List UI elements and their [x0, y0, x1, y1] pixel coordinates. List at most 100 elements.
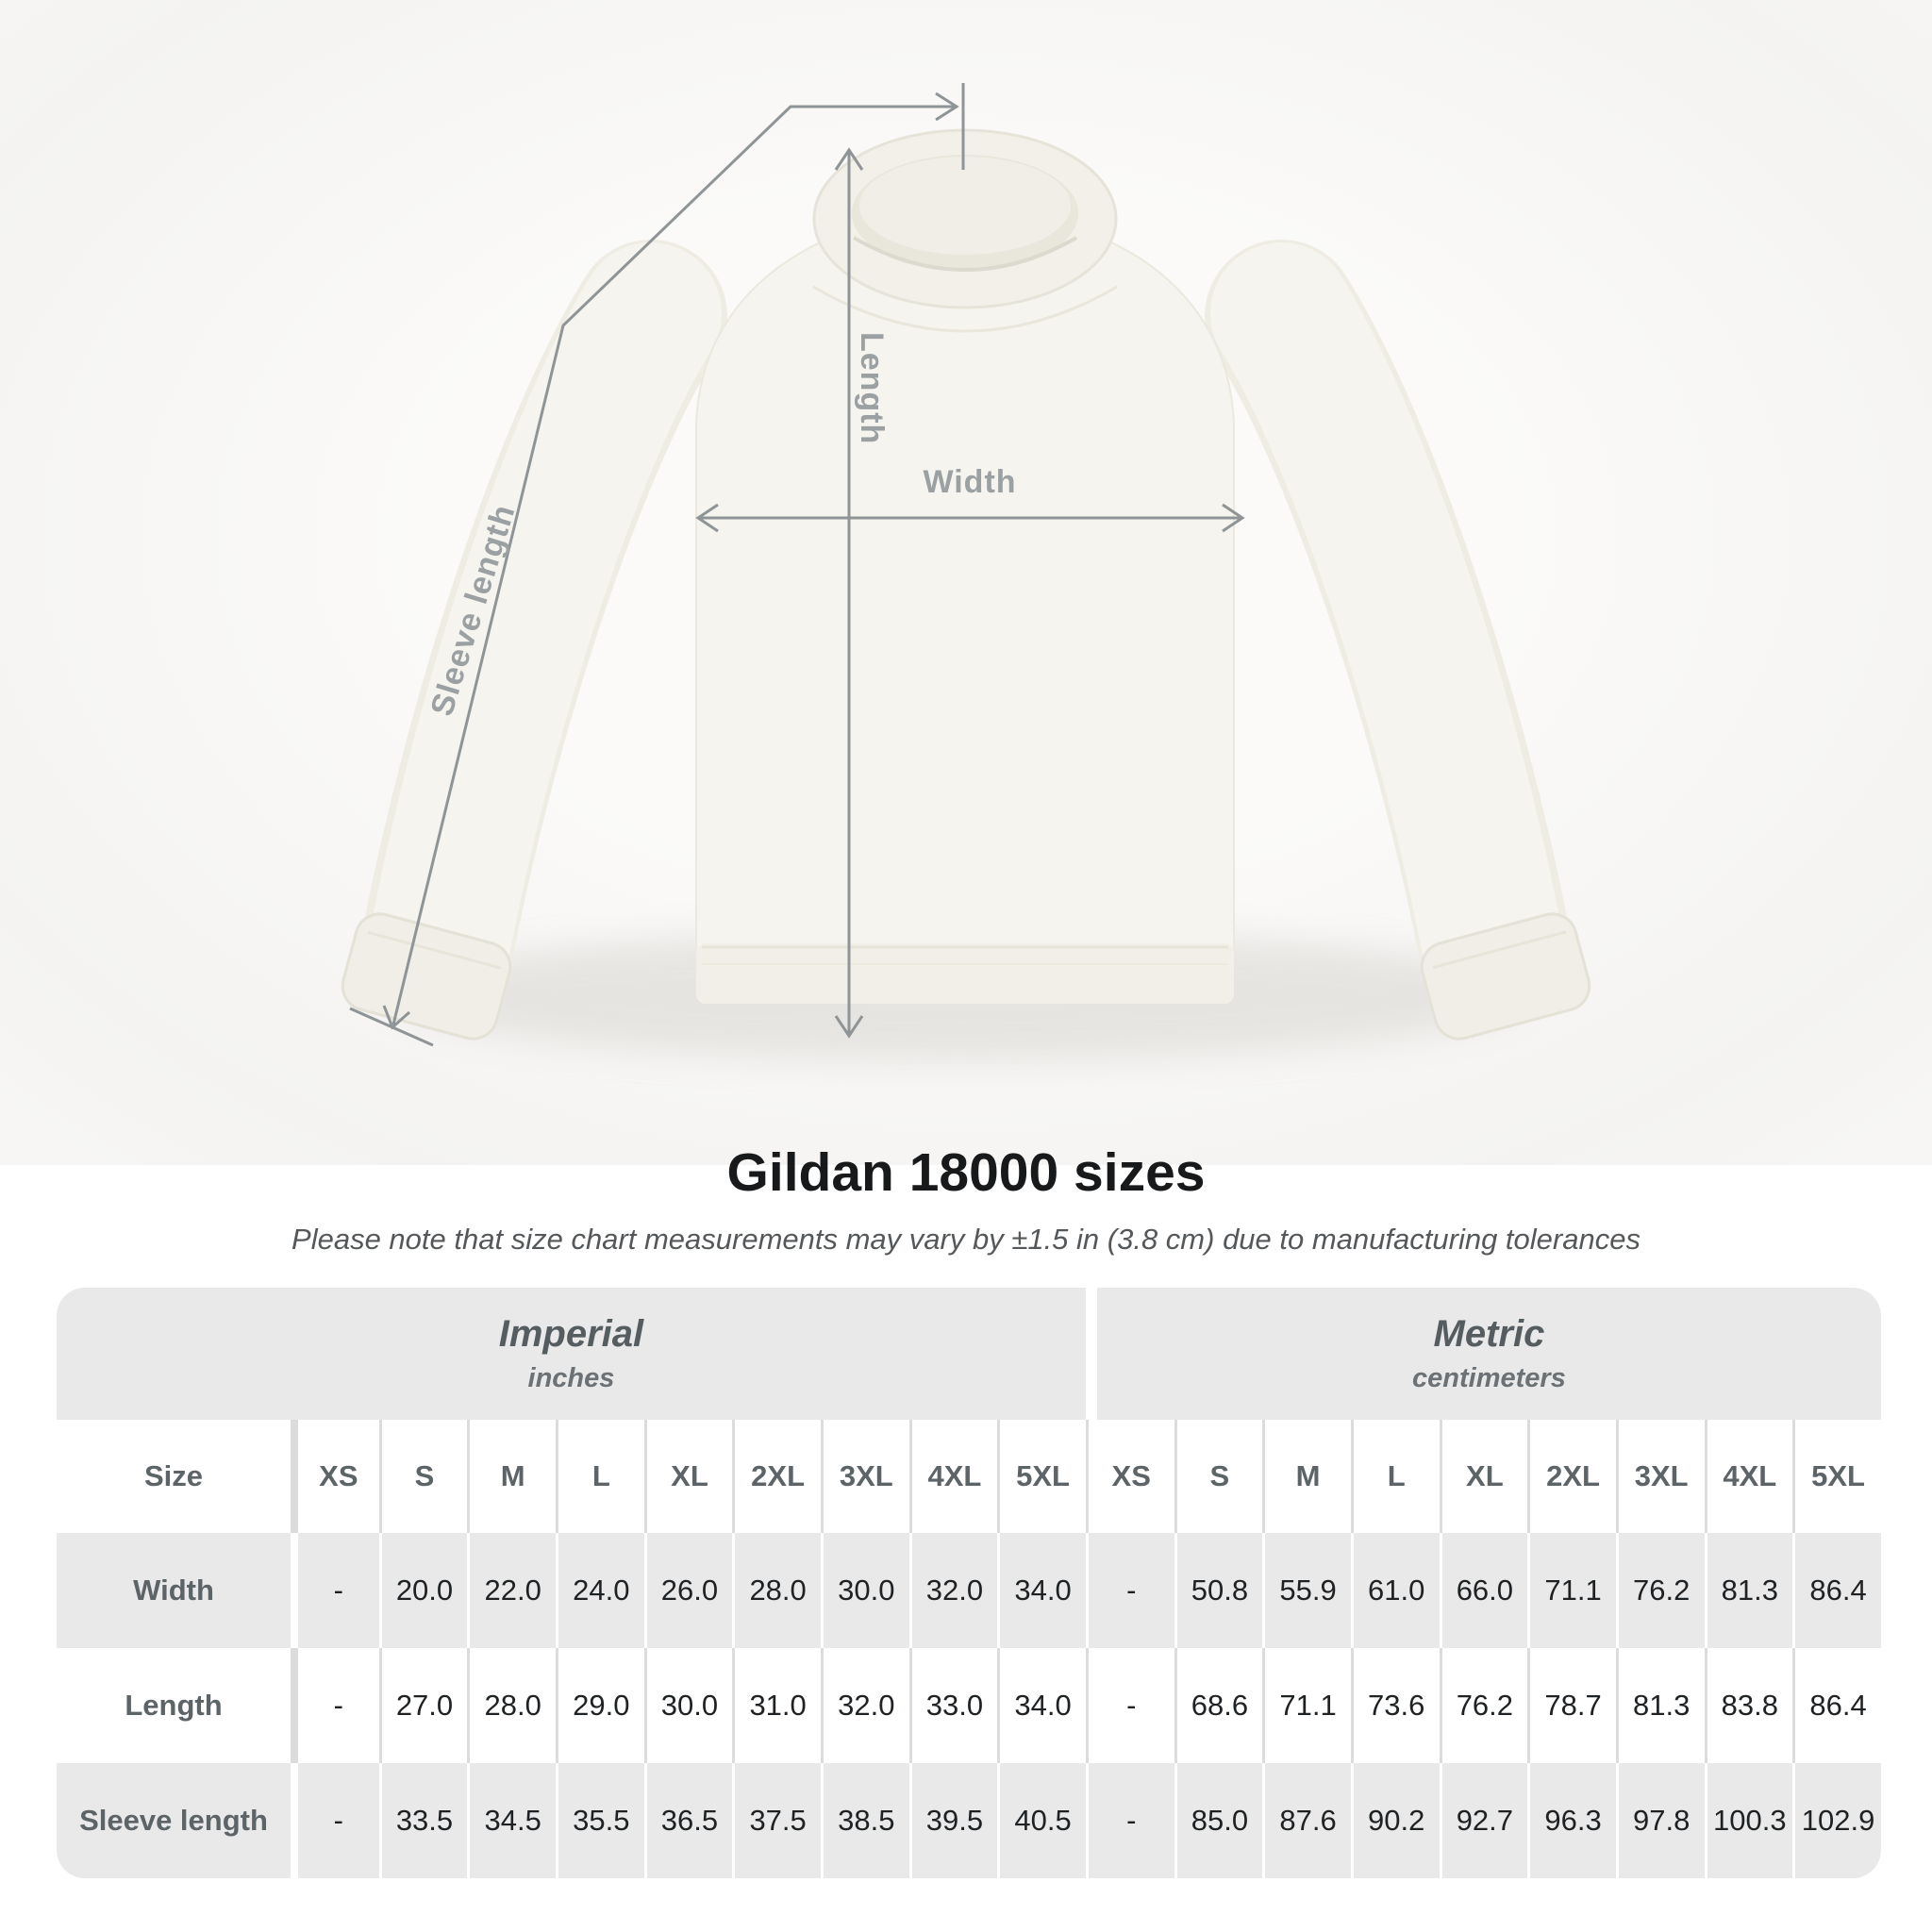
corner-label: Size [57, 1420, 291, 1533]
size-cell: 50.8 [1174, 1533, 1263, 1648]
size-cell: 83.8 [1704, 1648, 1793, 1763]
size-col-header: M [467, 1420, 556, 1533]
size-cell: 33.0 [908, 1648, 998, 1763]
heading-block: Gildan 18000 sizes Please note that size… [0, 1141, 1932, 1257]
size-col-header: 5XL [997, 1420, 1086, 1533]
width-arrow-right [1222, 503, 1245, 533]
size-cell: 96.3 [1527, 1763, 1616, 1878]
size-col-header: M [1262, 1420, 1351, 1533]
size-col-header: L [555, 1420, 644, 1533]
size-cell: 22.0 [467, 1533, 556, 1648]
size-cell: 20.0 [378, 1533, 468, 1648]
size-cell: 71.1 [1527, 1533, 1616, 1648]
sweatshirt-sleeves [362, 240, 1570, 1015]
size-cell: 38.5 [820, 1763, 909, 1878]
size-cell: 33.5 [378, 1763, 468, 1878]
sleeve-length-line [391, 105, 955, 1025]
size-cell: 61.0 [1350, 1533, 1440, 1648]
size-cell: 32.0 [820, 1648, 909, 1763]
size-cell: 30.0 [643, 1648, 733, 1763]
unit-group-row: Imperial inches Metric centimeters [57, 1288, 1881, 1420]
size-col-header: XL [1439, 1420, 1528, 1533]
size-cell: 81.3 [1615, 1648, 1705, 1763]
size-header-row: Size XS S M L XL 2XL 3XL 4XL 5XL XS S M … [57, 1420, 1881, 1533]
width-arrow-left [695, 503, 719, 533]
size-cell: 87.6 [1262, 1763, 1351, 1878]
row-label-length: Length [57, 1648, 291, 1763]
size-col-header: 4XL [1704, 1420, 1793, 1533]
size-cell: 27.0 [378, 1648, 468, 1763]
size-cell: 90.2 [1350, 1763, 1440, 1878]
size-cell: 100.3 [1704, 1763, 1793, 1878]
size-cell: 31.0 [732, 1648, 821, 1763]
size-cell: 34.0 [997, 1648, 1086, 1763]
size-cell: 85.0 [1174, 1763, 1263, 1878]
row-label-sleeve-length: Sleeve length [57, 1763, 291, 1878]
sweatshirt-cuff-right [1420, 912, 1591, 1041]
size-col-header: 4XL [908, 1420, 998, 1533]
size-cell: 76.2 [1615, 1533, 1705, 1648]
size-cell: 32.0 [908, 1533, 998, 1648]
size-col-header: L [1350, 1420, 1440, 1533]
size-cell: 68.6 [1174, 1648, 1263, 1763]
size-col-header: XS [291, 1420, 379, 1533]
size-cell: 76.2 [1439, 1648, 1528, 1763]
size-cell: - [1085, 1533, 1174, 1648]
size-cell: 97.8 [1615, 1763, 1705, 1878]
sweatshirt-measurement-diagram: Length Width Sleeve length [341, 83, 1591, 1061]
size-cell: 39.5 [908, 1763, 998, 1878]
metric-unit: centimeters [1412, 1363, 1566, 1393]
size-cell: 29.0 [555, 1648, 644, 1763]
size-cell: 81.3 [1704, 1533, 1793, 1648]
size-cell: 35.5 [555, 1763, 644, 1878]
size-cell: 92.7 [1439, 1763, 1528, 1878]
size-cell: 55.9 [1262, 1533, 1351, 1648]
metric-title: Metric [1433, 1313, 1545, 1355]
size-col-header: 3XL [820, 1420, 909, 1533]
size-cell: 28.0 [467, 1648, 556, 1763]
size-cell: 36.5 [643, 1763, 733, 1878]
imperial-band: Imperial inches [57, 1288, 1086, 1420]
length-row: Length - 27.0 28.0 29.0 30.0 31.0 32.0 3… [57, 1648, 1881, 1763]
size-table: Imperial inches Metric centimeters Size … [57, 1288, 1881, 1878]
size-cell: 73.6 [1350, 1648, 1440, 1763]
size-col-header: 2XL [1527, 1420, 1616, 1533]
size-cell: - [1085, 1763, 1174, 1878]
size-cell: 28.0 [732, 1533, 821, 1648]
size-cell: - [291, 1533, 379, 1648]
size-cell: 26.0 [643, 1533, 733, 1648]
imperial-title: Imperial [498, 1313, 644, 1355]
size-cell: 66.0 [1439, 1533, 1528, 1648]
size-col-header: XL [643, 1420, 733, 1533]
width-row: Width - 20.0 22.0 24.0 26.0 28.0 30.0 32… [57, 1533, 1881, 1648]
size-col-header: 5XL [1792, 1420, 1881, 1533]
length-arrow-down [834, 1015, 864, 1039]
width-label: Width [923, 464, 1016, 500]
size-cell: - [1085, 1648, 1174, 1763]
product-photo-area: Length Width Sleeve length [0, 0, 1932, 1165]
sleeve-length-row: Sleeve length - 33.5 34.5 35.5 36.5 37.5… [57, 1763, 1881, 1878]
size-cell: 102.9 [1792, 1763, 1881, 1878]
size-cell: 78.7 [1527, 1648, 1616, 1763]
size-cell: 37.5 [732, 1763, 821, 1878]
size-col-header: S [378, 1420, 468, 1533]
size-cell: - [291, 1763, 379, 1878]
sweatshirt-hem [696, 943, 1234, 1004]
size-cell: - [291, 1648, 379, 1763]
length-arrow-up [834, 147, 864, 171]
size-cell: 86.4 [1792, 1533, 1881, 1648]
page-title: Gildan 18000 sizes [726, 1142, 1206, 1203]
size-cell: 34.5 [467, 1763, 556, 1878]
size-col-header: S [1174, 1420, 1263, 1533]
size-col-header: 2XL [732, 1420, 821, 1533]
size-cell: 34.0 [997, 1533, 1086, 1648]
size-col-header: XS [1085, 1420, 1174, 1533]
size-cell: 71.1 [1262, 1648, 1351, 1763]
size-col-header: 3XL [1615, 1420, 1705, 1533]
size-cell: 40.5 [997, 1763, 1086, 1878]
metric-band: Metric centimeters [1085, 1288, 1881, 1420]
row-label-width: Width [57, 1533, 291, 1648]
sweatshirt-collar [812, 128, 1118, 333]
cuff-tick [349, 1007, 434, 1047]
